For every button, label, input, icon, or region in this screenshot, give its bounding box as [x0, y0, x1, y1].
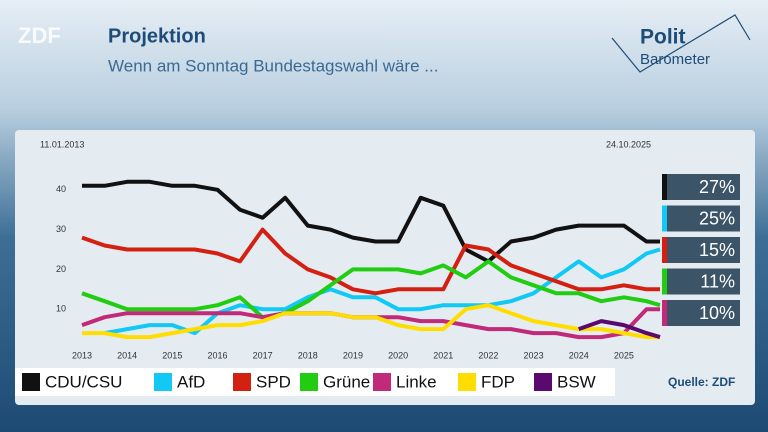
logo: ZDF	[18, 23, 61, 48]
legend-label: Linke	[396, 372, 437, 391]
series-line	[81, 259, 661, 320]
x-tick-label: 2015	[162, 350, 182, 360]
brand-line	[611, 14, 751, 73]
current-box	[667, 300, 740, 326]
start-date: 11.01.2013	[40, 139, 84, 149]
current-color	[662, 237, 667, 263]
current-box	[667, 237, 740, 263]
x-tick-label: 2014	[117, 350, 137, 360]
brand-line2: Barometer	[640, 51, 710, 68]
current-label: 27%	[699, 177, 735, 197]
legend-swatch	[22, 373, 40, 391]
current-label: 15%	[699, 240, 735, 260]
x-tick-label: 2016	[207, 350, 227, 360]
legend-swatch	[458, 373, 476, 391]
legend-label: BSW	[557, 372, 596, 391]
x-tick-label: 2023	[524, 350, 544, 360]
series-line	[578, 319, 661, 340]
x-tick-label: 2018	[298, 350, 318, 360]
current-box	[667, 174, 740, 200]
current-label: 10%	[699, 303, 735, 323]
legend-swatch	[233, 373, 251, 391]
x-tick-label: 2022	[478, 350, 498, 360]
legend-label: SPD	[256, 372, 291, 391]
brand-line1: Polit	[640, 26, 686, 49]
title: Projektion	[108, 25, 206, 47]
legend-swatch	[300, 373, 318, 391]
current-color	[662, 300, 667, 326]
legend-label: Grüne	[323, 372, 370, 391]
x-tick-label: 2021	[433, 350, 453, 360]
legend-label: AfD	[177, 372, 205, 391]
y-tick-label: 40	[56, 184, 66, 194]
current-label: 25%	[699, 208, 735, 228]
y-tick-label: 10	[56, 304, 66, 314]
current-box	[667, 268, 740, 295]
source: Quelle: ZDF	[668, 375, 735, 389]
series-line	[82, 303, 660, 340]
legend-swatch	[534, 373, 552, 391]
series-line	[82, 179, 660, 264]
x-tick-label: 2017	[253, 350, 273, 360]
y-tick-label: 20	[56, 264, 66, 274]
x-tick-label: 2025	[614, 350, 634, 360]
current-box	[667, 205, 740, 232]
x-tick-label: 2019	[343, 350, 363, 360]
end-date: 24.10.2025	[606, 139, 651, 149]
x-tick-label: 2024	[569, 350, 589, 360]
series-line	[81, 227, 660, 296]
subtitle: Wenn am Sonntag Bundestagswahl wäre ...	[108, 56, 438, 75]
x-tick-label: 2013	[72, 350, 92, 360]
current-color	[662, 174, 667, 200]
current-color	[662, 205, 667, 232]
legend-swatch	[154, 373, 172, 391]
x-tick-label: 2020	[388, 350, 408, 360]
legend-swatch	[373, 373, 391, 391]
current-label: 11%	[700, 271, 735, 291]
legend-label: CDU/CSU	[45, 372, 122, 391]
y-tick-label: 30	[56, 224, 66, 234]
current-color	[662, 268, 667, 295]
legend-label: FDP	[481, 372, 515, 391]
